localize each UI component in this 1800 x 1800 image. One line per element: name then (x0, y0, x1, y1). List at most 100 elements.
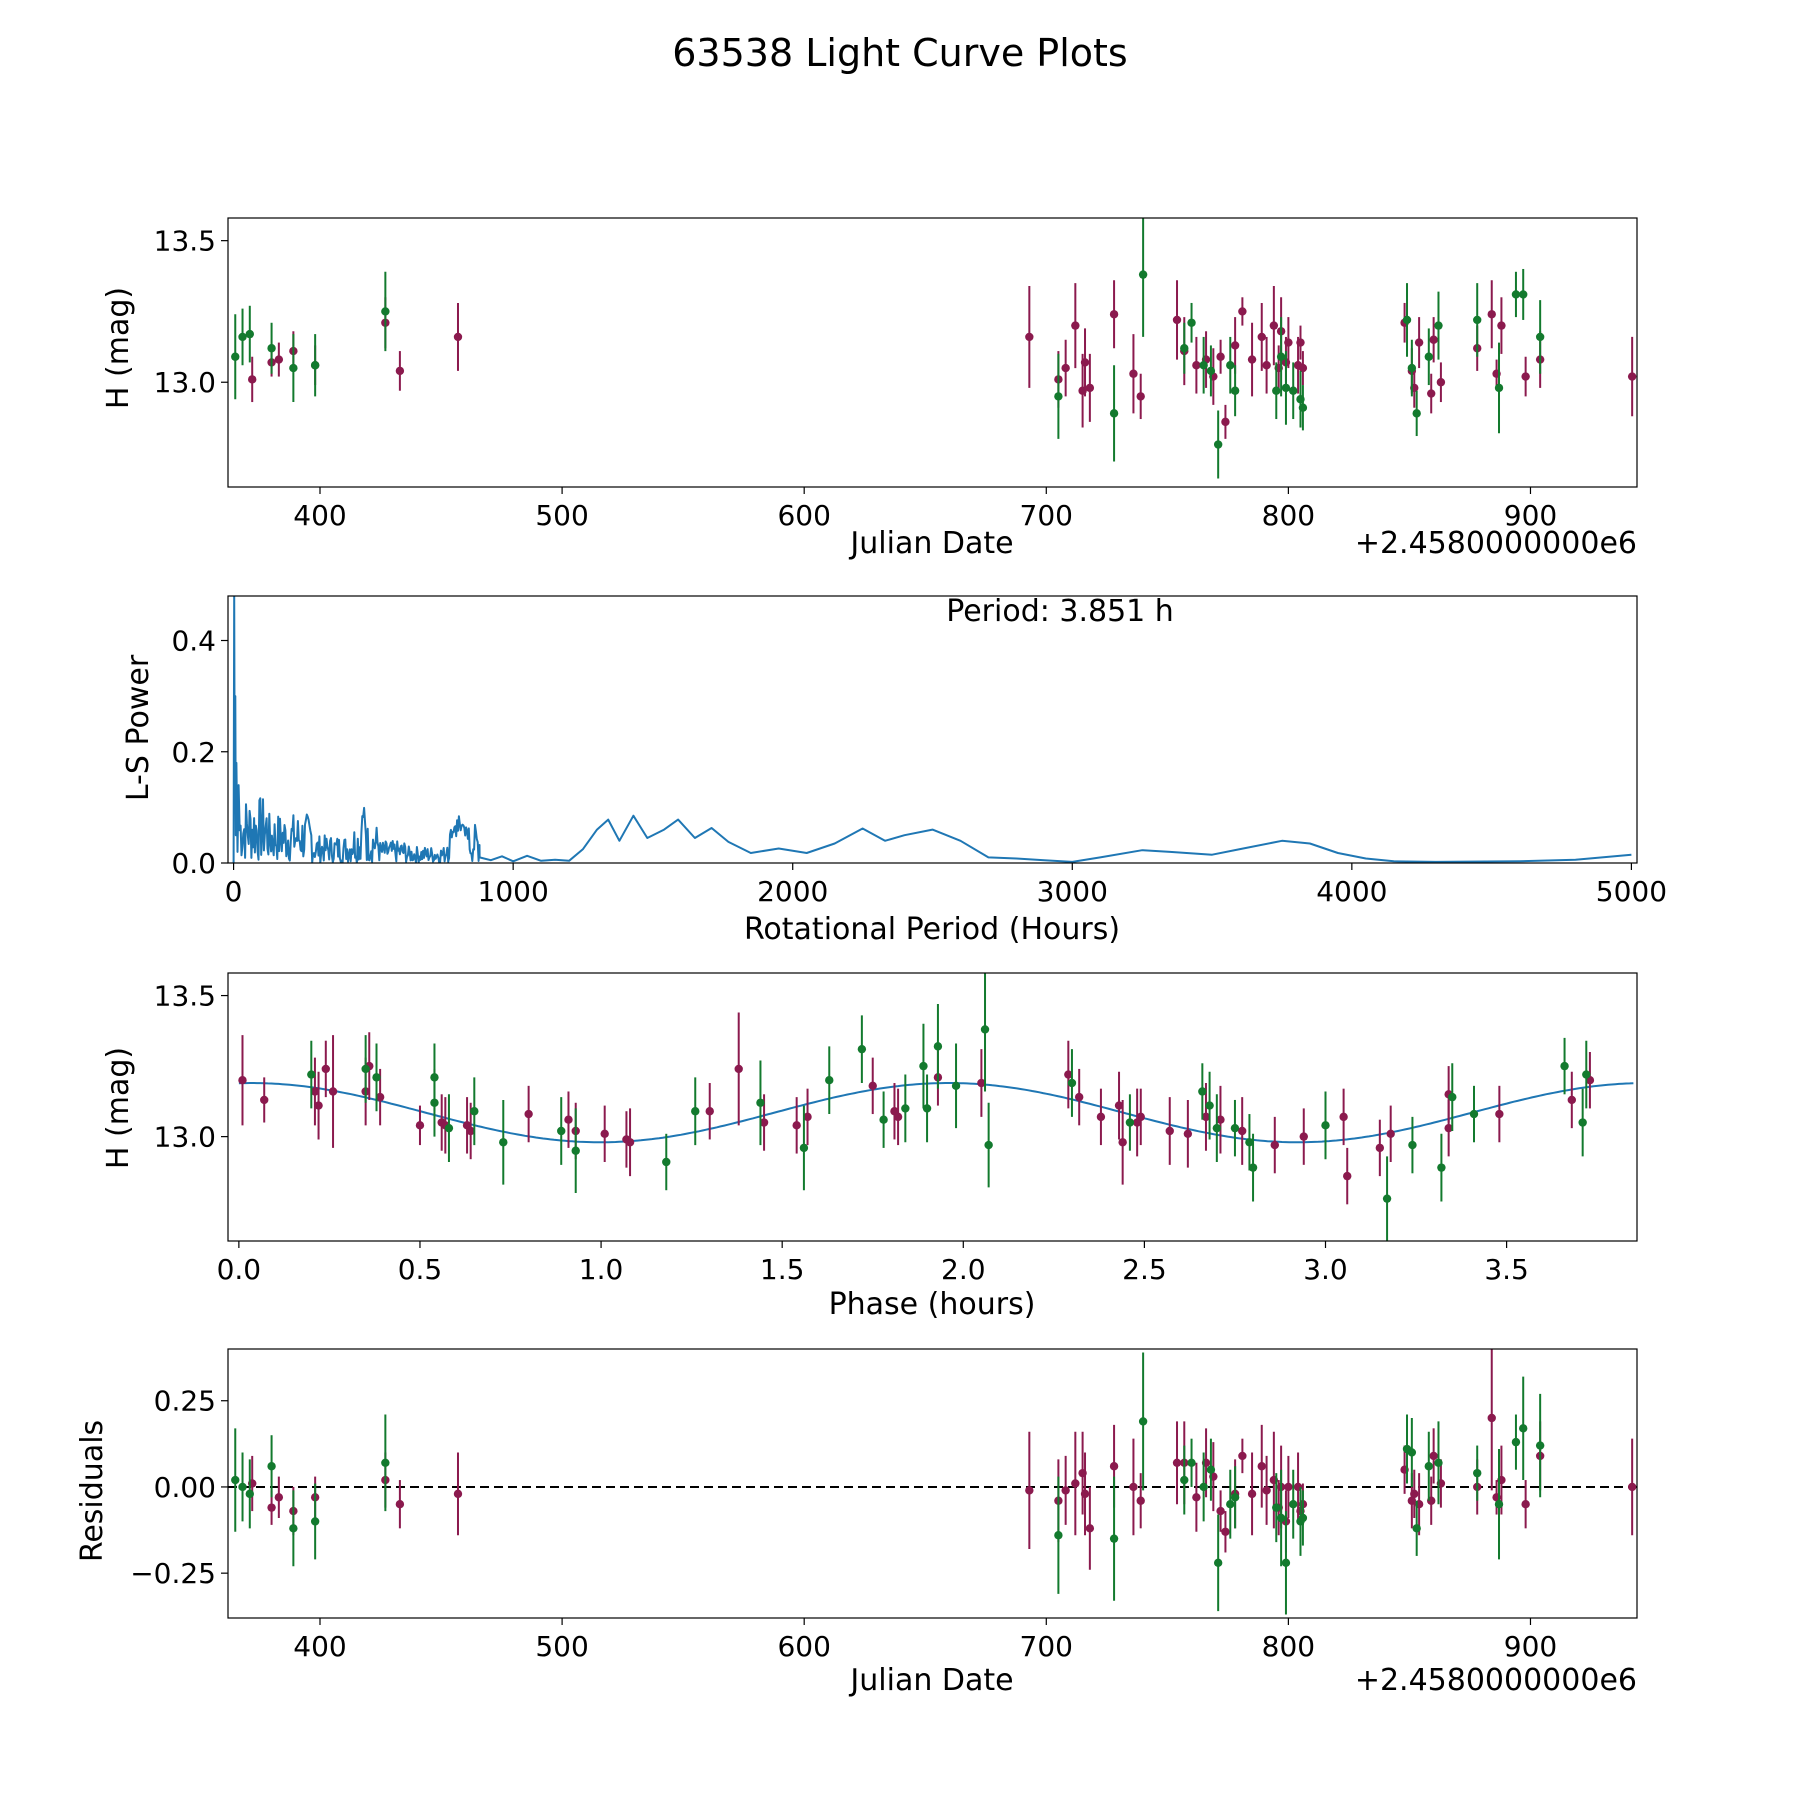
phased-band_a-point (1375, 1143, 1385, 1153)
residuals-xtick-label: 500 (535, 1630, 588, 1663)
phased-band_a-point (1096, 1112, 1106, 1122)
residuals-band_b-point (1473, 1468, 1482, 1478)
lightcurve-band_a-point (1216, 352, 1225, 361)
lightcurve-xtick-label: 700 (1020, 499, 1073, 532)
lightcurve-ylabel: H (mag) (101, 287, 136, 409)
lightcurve-band_b-point (1289, 386, 1298, 395)
residuals-band_b-point (1289, 1499, 1298, 1509)
lightcurve-band_a-point (1414, 338, 1424, 347)
phased-xtick-label: 0.5 (398, 1253, 443, 1286)
phased-band_b-point (922, 1104, 932, 1113)
residuals-band_a-point (1247, 1489, 1257, 1499)
phased-band_a-point (1299, 1132, 1308, 1141)
residuals-band_a-point (1109, 1462, 1119, 1471)
lightcurve-band_a-point (1247, 355, 1257, 364)
residuals-band_b-point (1206, 1465, 1216, 1474)
lightcurve-xlabel: Julian Date (848, 526, 1013, 561)
phased-band_a-point (803, 1112, 812, 1122)
phased-band_b-point (1578, 1118, 1587, 1127)
residuals-band_b-point (381, 1458, 390, 1468)
phased-band_a-point (1118, 1138, 1127, 1147)
phased-band_b-point (825, 1076, 834, 1085)
residuals-band_a-point (1025, 1486, 1034, 1495)
residuals-band_a-point (1284, 1482, 1293, 1492)
lightcurve-band_b-point (1213, 440, 1223, 449)
lightcurve-band_b-point (1407, 363, 1417, 373)
lightcurve-band_a-point (1487, 310, 1496, 319)
periodogram-xtick-label: 5000 (1596, 875, 1667, 908)
phased-band_a-point (625, 1138, 635, 1147)
phased-band_b-point (951, 1081, 961, 1091)
periodogram-power-line (232, 596, 1632, 863)
phased-ytick-label: 13.5 (154, 980, 216, 1013)
phased-band_b-point (1582, 1070, 1591, 1079)
phased-band_b-point (901, 1104, 910, 1113)
residuals-band_a-point (1221, 1527, 1230, 1536)
lightcurve-band_a-point (453, 332, 463, 342)
lightcurve-band_b-point (1199, 361, 1208, 370)
lightcurve-band_b-point (1412, 409, 1421, 418)
phased-band_b-point (444, 1123, 454, 1133)
lightcurve-band_a-point (1284, 338, 1293, 347)
lightcurve-band_a-point (1298, 363, 1308, 373)
residuals-band_b-point (1187, 1458, 1196, 1468)
residuals-band_a-point (1129, 1482, 1138, 1492)
residuals-ytick-label: 0.25 (154, 1385, 216, 1418)
phased-band_a-point (1567, 1095, 1577, 1105)
phased-band_b-point (1245, 1138, 1254, 1147)
phased-band_b-point (933, 1042, 943, 1051)
phased-band_a-point (1074, 1092, 1084, 1102)
lightcurve-band_b-point (1138, 270, 1148, 279)
residuals-xtick-label: 700 (1020, 1630, 1073, 1663)
phased-band_b-point (1230, 1123, 1240, 1133)
phased-band_b-point (662, 1157, 671, 1167)
lightcurve-band_b-point (267, 344, 276, 353)
lightcurve-band_a-point (1221, 417, 1230, 427)
lightcurve-band_a-point (274, 355, 284, 364)
phased-band_a-point (893, 1112, 903, 1122)
residuals-frame (227, 1348, 1638, 1619)
phased-band_a-point (1444, 1123, 1453, 1133)
lightcurve-band_a-point (1521, 372, 1530, 381)
phased-band_a-point (977, 1078, 986, 1088)
residuals-band_b-point (1230, 1493, 1240, 1502)
lightcurve-band_a-point (1427, 389, 1436, 398)
phased-band_b-point (1125, 1118, 1135, 1127)
residuals-band_a-point (453, 1489, 463, 1499)
phased-band_b-point (980, 1025, 990, 1034)
phased-band_b-point (361, 1064, 370, 1074)
phased-ylabel: H (mag) (101, 1047, 136, 1169)
residuals-band_a-point (395, 1499, 405, 1509)
residuals-ylabel: Residuals (75, 1420, 110, 1562)
phased-xtick-label: 0.0 (217, 1253, 262, 1286)
residuals-band_b-point (1424, 1462, 1433, 1471)
residuals-band_b-point (231, 1475, 240, 1485)
lightcurve-band_a-point (1071, 321, 1080, 330)
period-annotation: Period: 3.851 h (946, 594, 1174, 629)
residuals-band_a-point (1085, 1524, 1095, 1533)
lightcurve-band_b-point (1535, 332, 1545, 342)
residuals-band_b-point (1138, 1417, 1148, 1426)
residuals-band_b-point (267, 1462, 276, 1471)
phased-xtick-label: 2.0 (941, 1253, 986, 1286)
lightcurve-band_a-point (1230, 341, 1240, 350)
residuals-xlabel: Julian Date (848, 1663, 1013, 1698)
residuals-band_b-point (1109, 1534, 1119, 1543)
lightcurve-band_b-point (1272, 386, 1281, 395)
lightcurve-band_b-point (1494, 383, 1504, 393)
phased-band_a-point (1343, 1171, 1352, 1181)
lightcurve-band_a-point (1172, 315, 1182, 325)
lightcurve-band_a-point (1296, 338, 1305, 347)
residuals-band_b-point (238, 1482, 247, 1492)
residuals-band_b-point (1226, 1499, 1235, 1509)
phased-band_a-point (1237, 1126, 1247, 1136)
lightcurve-band_a-point (1192, 361, 1201, 370)
phased-ytick-label: 13.0 (154, 1121, 216, 1154)
phased-band_b-point (756, 1098, 765, 1107)
lightcurve-xtick-label: 500 (535, 499, 588, 532)
phased-band_a-point (1136, 1112, 1145, 1122)
phased-band_a-point (1216, 1115, 1225, 1124)
phased-band_a-point (524, 1109, 533, 1119)
lightcurve-band_b-point (1276, 352, 1286, 361)
